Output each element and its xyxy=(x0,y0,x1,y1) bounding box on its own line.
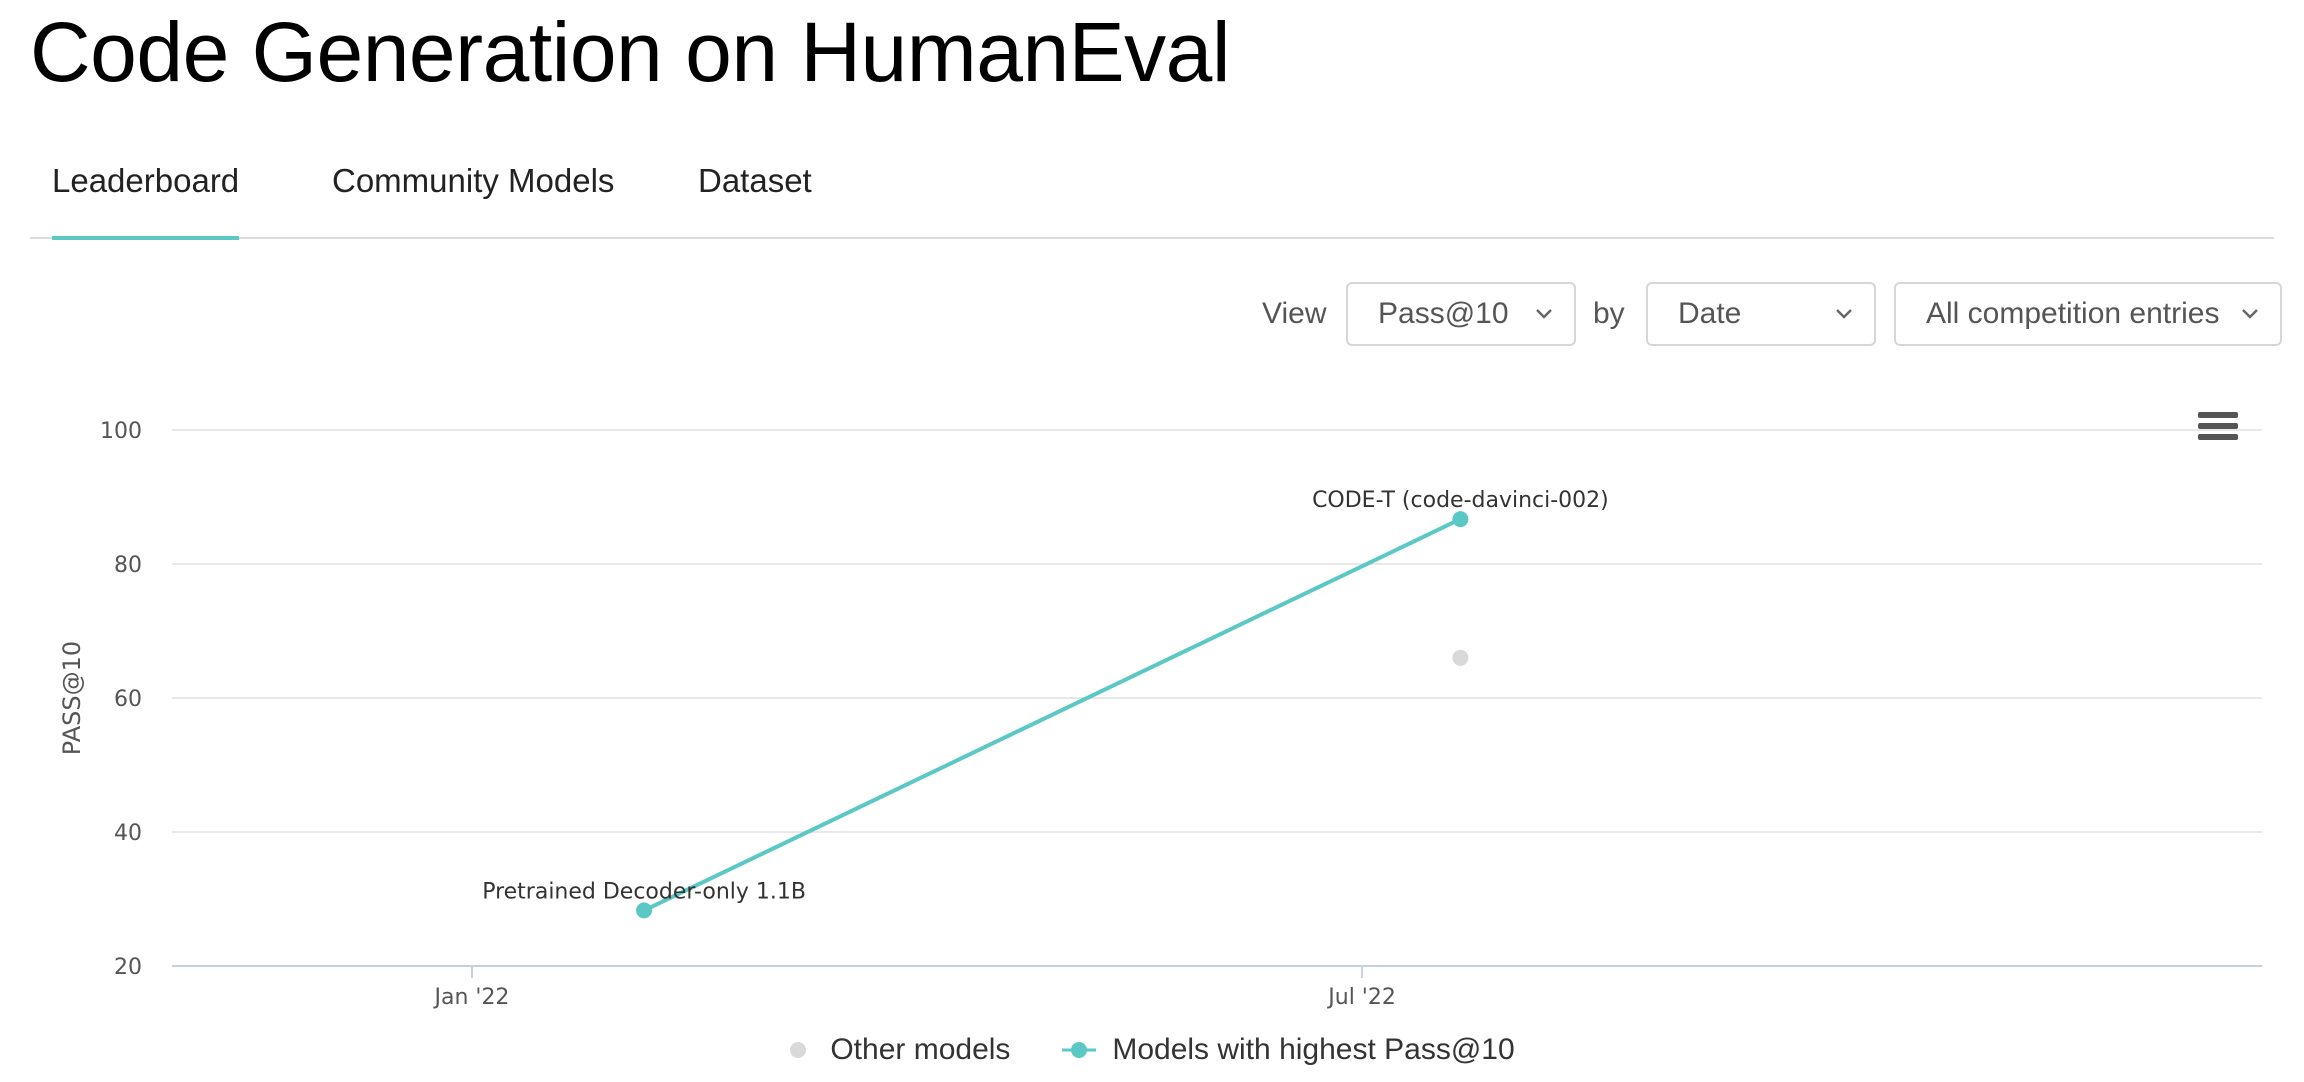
metric-select-value: Pass@10 xyxy=(1378,297,1509,330)
page-title: Code Generation on HumanEval xyxy=(30,5,1231,99)
x-tick-label: Jul '22 xyxy=(1326,985,1396,1010)
legend-marker-other xyxy=(790,1042,806,1058)
legend-item-other-models[interactable]: Other models xyxy=(790,1030,1010,1070)
y-tick-label: 80 xyxy=(114,553,142,578)
chart-menu-icon[interactable] xyxy=(2198,412,2238,448)
tab-dataset[interactable]: Dataset xyxy=(698,162,812,199)
y-tick-label: 20 xyxy=(114,955,142,980)
legend-label-highest: Models with highest Pass@10 xyxy=(1112,1033,1515,1066)
axis-select-value: Date xyxy=(1678,297,1742,330)
tab-leaderboard[interactable]: Leaderboard xyxy=(52,145,240,240)
filter-select[interactable]: All competition entries xyxy=(1894,282,2282,346)
chevron-down-icon xyxy=(1836,309,1852,319)
tab-bar: Leaderboard Community Models Dataset xyxy=(30,145,2274,240)
legend-label-other: Other models xyxy=(830,1033,1011,1066)
chart: 20 40 60 80 100 Jan '22 Jul '22 PASS@10 Pretrai… xyxy=(58,419,2262,1010)
view-label: View xyxy=(1262,297,1327,330)
x-tick-label: Jan '22 xyxy=(432,985,509,1010)
metric-select[interactable]: Pass@10 xyxy=(1346,282,1576,346)
top-model-point xyxy=(636,902,653,919)
chevron-down-icon xyxy=(1536,309,1552,319)
tab-community-models[interactable]: Community Models xyxy=(332,162,615,199)
axis-select[interactable]: Date xyxy=(1646,282,1876,346)
top-model-point xyxy=(1452,511,1469,528)
point-label: CODE-T (code-davinci-002) xyxy=(1312,488,1609,513)
series-line xyxy=(643,517,1462,913)
y-tick-label: 100 xyxy=(100,419,142,444)
by-label: by xyxy=(1593,297,1625,330)
chevron-down-icon xyxy=(2242,309,2258,319)
y-axis-title: PASS@10 xyxy=(58,641,86,755)
filter-select-value: All competition entries xyxy=(1926,297,2220,330)
legend-marker-highest xyxy=(1062,1042,1096,1058)
y-tick-label: 60 xyxy=(114,687,142,712)
point-label: Pretrained Decoder-only 1.1B xyxy=(482,879,806,904)
other-model-point xyxy=(1452,649,1469,666)
legend-item-highest[interactable]: Models with highest Pass@10 xyxy=(1062,1030,1515,1070)
y-tick-label: 40 xyxy=(114,821,142,846)
